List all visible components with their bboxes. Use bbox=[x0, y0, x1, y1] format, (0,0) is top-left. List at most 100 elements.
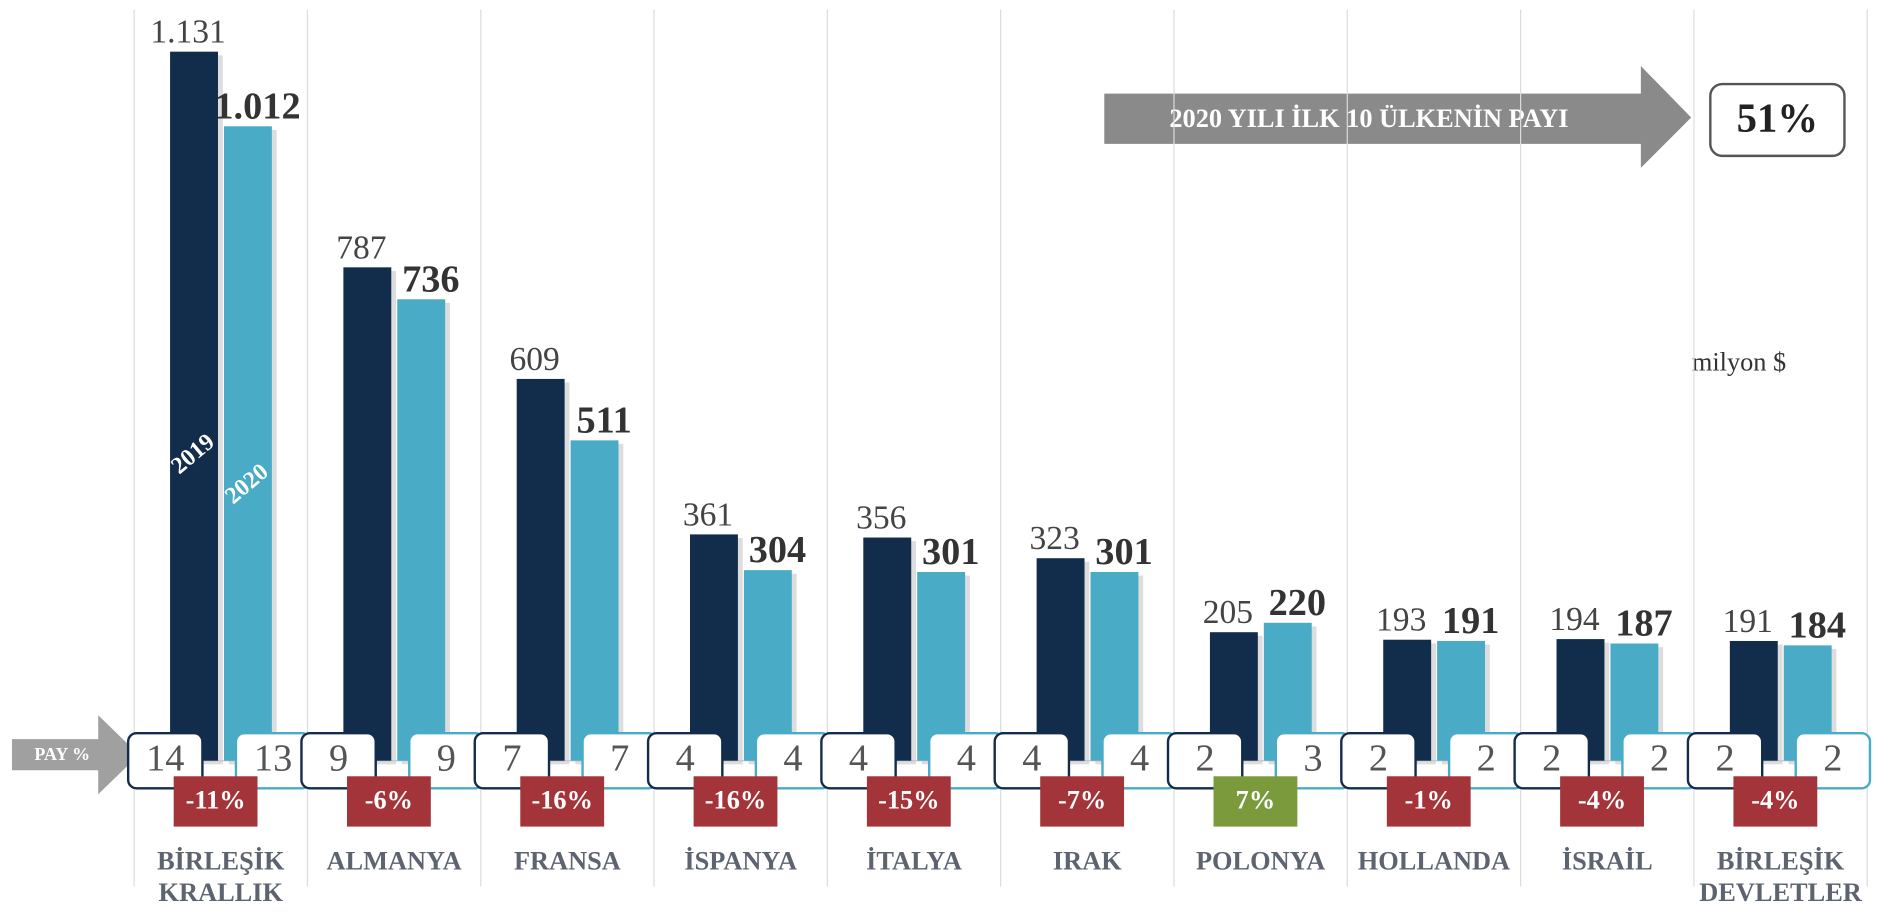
share-box bbox=[126, 731, 204, 790]
change-label: -15% bbox=[878, 786, 939, 815]
share-box bbox=[300, 731, 377, 790]
value-label: 787 bbox=[336, 229, 386, 266]
bar bbox=[397, 299, 446, 761]
value-label: 1.012 bbox=[214, 85, 300, 127]
share-value: 4 bbox=[957, 738, 976, 780]
share-value: 3 bbox=[1303, 738, 1322, 780]
category-label-box: IRAK bbox=[1052, 845, 1122, 876]
bar bbox=[917, 572, 966, 761]
unit-label: milyon $ bbox=[1692, 347, 1786, 376]
share-value: 4 bbox=[676, 738, 695, 780]
share-value: 4 bbox=[849, 738, 868, 780]
share-box bbox=[1794, 731, 1872, 790]
value-label: 194 bbox=[1549, 601, 1600, 638]
value-label: 1.131 bbox=[150, 14, 225, 51]
change-box bbox=[1733, 776, 1818, 827]
category-label: İSPANYA bbox=[684, 845, 798, 876]
category-label: İSRAİL bbox=[1561, 845, 1653, 876]
share-box bbox=[1340, 731, 1417, 790]
category-label: FRANSA bbox=[513, 845, 621, 876]
bar bbox=[343, 267, 392, 761]
bar bbox=[170, 51, 218, 761]
change-label: -16% bbox=[705, 786, 766, 815]
share-value: 2 bbox=[1542, 738, 1561, 780]
value-label: 220 bbox=[1269, 582, 1326, 624]
value-label: 184 bbox=[1789, 604, 1846, 646]
value-label: 301 bbox=[1095, 531, 1152, 573]
value-label: 301 bbox=[922, 531, 979, 573]
category-label: POLONYA bbox=[1195, 845, 1326, 876]
bar bbox=[223, 126, 272, 761]
change-box bbox=[173, 776, 258, 827]
change-label: 7% bbox=[1236, 786, 1276, 815]
category-label: BİRLEŞİK KRALLIK bbox=[157, 845, 285, 907]
value-label: 356 bbox=[856, 499, 906, 536]
change-box bbox=[1213, 776, 1298, 827]
category-label-box: BİRLEŞİK DEVLETLER bbox=[1699, 846, 1862, 907]
share-value: 7 bbox=[610, 738, 629, 780]
value-label: 205 bbox=[1203, 594, 1253, 631]
value-label: 736 bbox=[402, 258, 459, 300]
category-label: İTALYA bbox=[866, 845, 962, 876]
category-label-box: POLONYA bbox=[1195, 845, 1326, 876]
share-value: 2 bbox=[1196, 738, 1215, 780]
share-value: 9 bbox=[437, 738, 456, 780]
annotation-arrow bbox=[1104, 66, 1692, 168]
change-label: -11% bbox=[186, 786, 246, 815]
change-label: -4% bbox=[1578, 786, 1626, 815]
category-label-box: İSRAİL bbox=[1561, 845, 1653, 876]
annotation-value: 51% bbox=[1737, 96, 1818, 141]
change-box bbox=[866, 776, 951, 827]
value-label: 191 bbox=[1723, 603, 1773, 640]
category-label-box: İSPANYA bbox=[684, 845, 798, 876]
category-label-box: FRANSA bbox=[513, 845, 621, 876]
category-label: ALMANYA bbox=[326, 845, 462, 876]
value-label: 511 bbox=[576, 399, 631, 441]
category-label-box: BİRLEŞİK KRALLIK bbox=[157, 845, 285, 907]
share-value: 4 bbox=[1130, 738, 1149, 780]
change-box bbox=[346, 776, 431, 827]
change-box bbox=[1040, 776, 1125, 827]
change-box bbox=[520, 776, 605, 827]
category-label: HOLLANDA bbox=[1357, 845, 1511, 876]
category-label: IRAK bbox=[1052, 845, 1122, 876]
share-arrow bbox=[11, 715, 139, 795]
value-label: 361 bbox=[683, 496, 733, 533]
value-label: 191 bbox=[1442, 600, 1499, 642]
share-value: 2 bbox=[1823, 738, 1842, 780]
value-label: 323 bbox=[1029, 520, 1079, 557]
share-value: 9 bbox=[329, 738, 348, 780]
bar bbox=[516, 378, 565, 761]
bar bbox=[1036, 558, 1085, 761]
share-value: 13 bbox=[254, 738, 292, 780]
value-label: 304 bbox=[749, 529, 806, 571]
value-label: 187 bbox=[1615, 603, 1672, 645]
share-value: 4 bbox=[1022, 738, 1041, 780]
share-value: 2 bbox=[1715, 738, 1734, 780]
share-box bbox=[1513, 731, 1591, 790]
change-label: -1% bbox=[1405, 786, 1453, 815]
annotation-box bbox=[1709, 82, 1846, 158]
bar bbox=[743, 570, 792, 761]
category-label-box: HOLLANDA bbox=[1357, 845, 1511, 876]
share-box bbox=[646, 731, 724, 790]
bar bbox=[570, 440, 619, 761]
share-label: PAY % bbox=[34, 744, 90, 764]
change-label: -16% bbox=[531, 786, 592, 815]
share-value: 7 bbox=[502, 738, 521, 780]
share-box bbox=[820, 731, 897, 790]
change-label: -4% bbox=[1751, 786, 1799, 815]
value-label: 193 bbox=[1376, 602, 1426, 639]
change-box bbox=[1386, 776, 1471, 827]
change-label: -6% bbox=[365, 786, 413, 815]
bar bbox=[689, 534, 738, 761]
share-box bbox=[993, 731, 1071, 790]
share-box bbox=[473, 731, 551, 790]
bar bbox=[863, 537, 912, 761]
share-value: 2 bbox=[1477, 738, 1496, 780]
share-value: 2 bbox=[1650, 738, 1669, 780]
category-label-box: İTALYA bbox=[866, 845, 962, 876]
share-box bbox=[1686, 731, 1764, 790]
category-label-box: ALMANYA bbox=[326, 845, 462, 876]
